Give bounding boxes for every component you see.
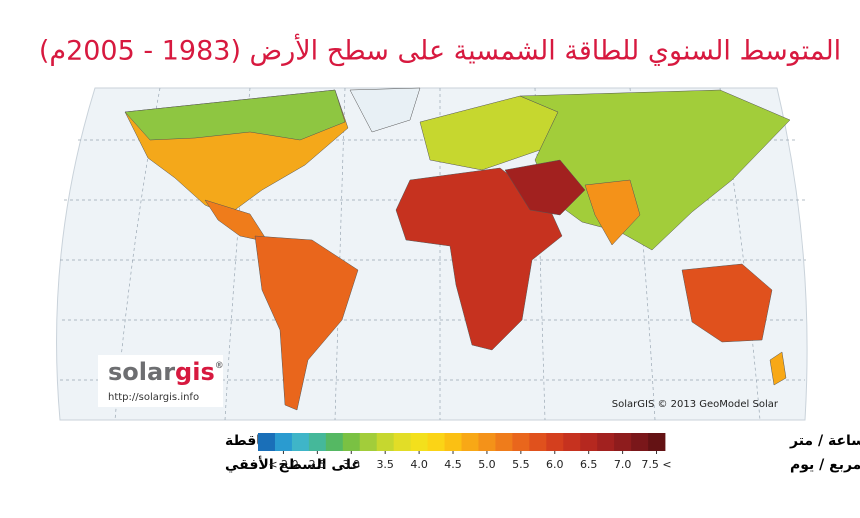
color-swatch [512, 433, 530, 451]
greenland [349, 87, 421, 133]
tick-label: 7.5 < [641, 458, 671, 471]
tick-label: 3.5 [376, 458, 394, 471]
tick-label: 5.5 [512, 458, 530, 471]
logo: solargis® [108, 358, 224, 386]
tick-label: 5.0 [478, 458, 496, 471]
south-america [254, 235, 359, 411]
legend-description: على السطح الأفقي [225, 456, 361, 473]
color-swatch [359, 433, 378, 451]
color-swatch [444, 433, 462, 451]
color-swatch [529, 433, 547, 451]
color-swatch [461, 433, 479, 451]
world-map: solargis® http://solargis.info SolarGIS … [56, 87, 808, 421]
color-swatch [580, 433, 598, 451]
color-swatch [410, 433, 428, 451]
color-swatch [495, 433, 513, 451]
logo-url: http://solargis.info [108, 392, 199, 403]
tick-label: 7.0 [614, 458, 632, 471]
color-swatch [631, 433, 649, 451]
australia [681, 263, 773, 343]
new-zealand [769, 351, 787, 386]
color-swatch [648, 433, 666, 451]
color-swatch [274, 433, 293, 451]
tick-label: 2.5 [309, 458, 327, 471]
color-swatch [325, 433, 344, 451]
asia [519, 89, 791, 251]
tick-label: 4.5 [444, 458, 462, 471]
color-swatch [478, 433, 496, 451]
color-swatch [342, 433, 361, 451]
central-america [204, 199, 269, 243]
tick-label: 3.0 [343, 458, 361, 471]
canada [124, 89, 346, 141]
color-swatch [427, 433, 445, 451]
logo-box [98, 355, 223, 407]
color-swatch [563, 433, 581, 451]
color-swatch [597, 433, 615, 451]
tick-label: 6.5 [580, 458, 598, 471]
legend-unit: مربع / يوم [790, 457, 860, 473]
legend-unit: كيلو واط / ساعة / متر [789, 433, 860, 449]
credit: SolarGIS © 2013 GeoModel Solar [612, 399, 779, 410]
color-swatch [376, 433, 395, 451]
logo-part: solar [108, 358, 175, 386]
color-swatch [546, 433, 564, 451]
color-swatch [308, 433, 327, 451]
logo-mark: ® [215, 361, 224, 371]
title: المتوسط السنوي للطاقة الشمسية على سطح ال… [39, 33, 841, 67]
color-swatch [291, 433, 310, 451]
middle-east [504, 159, 586, 216]
south-asia [584, 179, 641, 246]
tick-label: 4.0 [410, 458, 428, 471]
logo-part: gis [175, 358, 215, 386]
tick-label: 6.0 [546, 458, 564, 471]
color-swatch [614, 433, 632, 451]
legend: كمية الطاقة الشمسية الساقطة على السطح ال… [225, 433, 860, 473]
color-swatch [258, 433, 276, 451]
color-swatch [393, 433, 412, 451]
tick-label: < 2.0 [268, 458, 298, 471]
